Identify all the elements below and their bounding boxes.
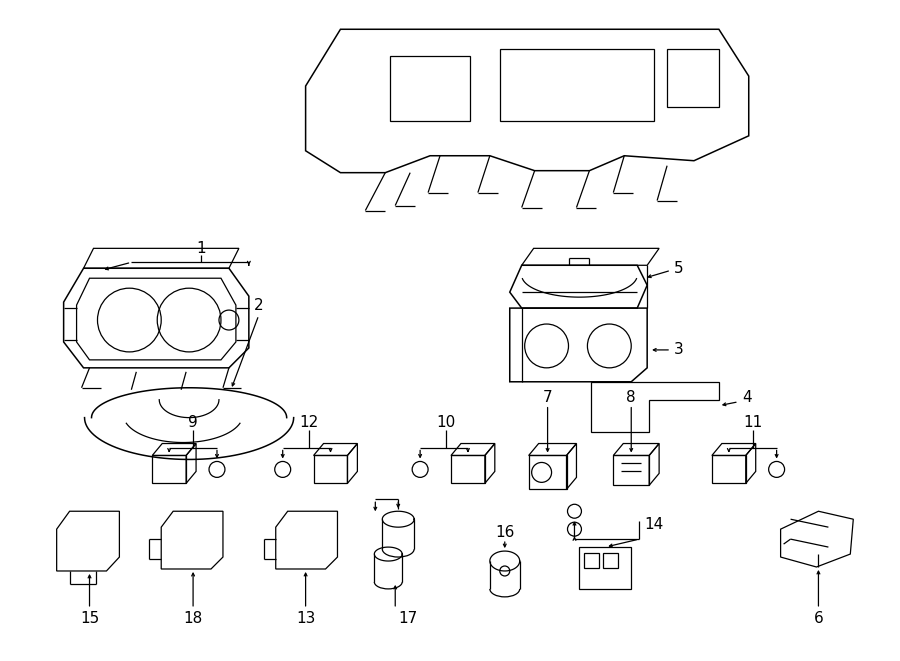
Bar <box>603 553 618 568</box>
Bar <box>152 455 186 483</box>
Text: 13: 13 <box>296 611 315 626</box>
Text: 3: 3 <box>674 342 684 358</box>
Text: 18: 18 <box>184 611 202 626</box>
Text: 12: 12 <box>299 415 319 430</box>
Text: 8: 8 <box>626 390 636 405</box>
Bar <box>500 49 654 121</box>
Text: 9: 9 <box>188 415 198 430</box>
Text: 16: 16 <box>495 525 515 539</box>
Text: 15: 15 <box>80 611 99 626</box>
Bar <box>584 553 599 568</box>
Text: 2: 2 <box>254 297 264 313</box>
Bar <box>451 455 485 483</box>
Text: 10: 10 <box>436 415 455 430</box>
Text: 11: 11 <box>743 415 762 430</box>
Bar <box>313 455 347 483</box>
Bar <box>391 56 470 121</box>
Text: 4: 4 <box>742 390 751 405</box>
Bar <box>712 455 746 483</box>
Text: 1: 1 <box>196 241 206 256</box>
Text: 6: 6 <box>814 611 824 626</box>
Text: 7: 7 <box>543 390 553 405</box>
Text: 5: 5 <box>674 260 684 276</box>
Bar <box>667 49 719 107</box>
Bar <box>528 455 566 489</box>
Text: 17: 17 <box>399 611 418 626</box>
Bar <box>580 547 631 589</box>
Bar <box>613 455 649 485</box>
Text: 14: 14 <box>644 517 664 531</box>
